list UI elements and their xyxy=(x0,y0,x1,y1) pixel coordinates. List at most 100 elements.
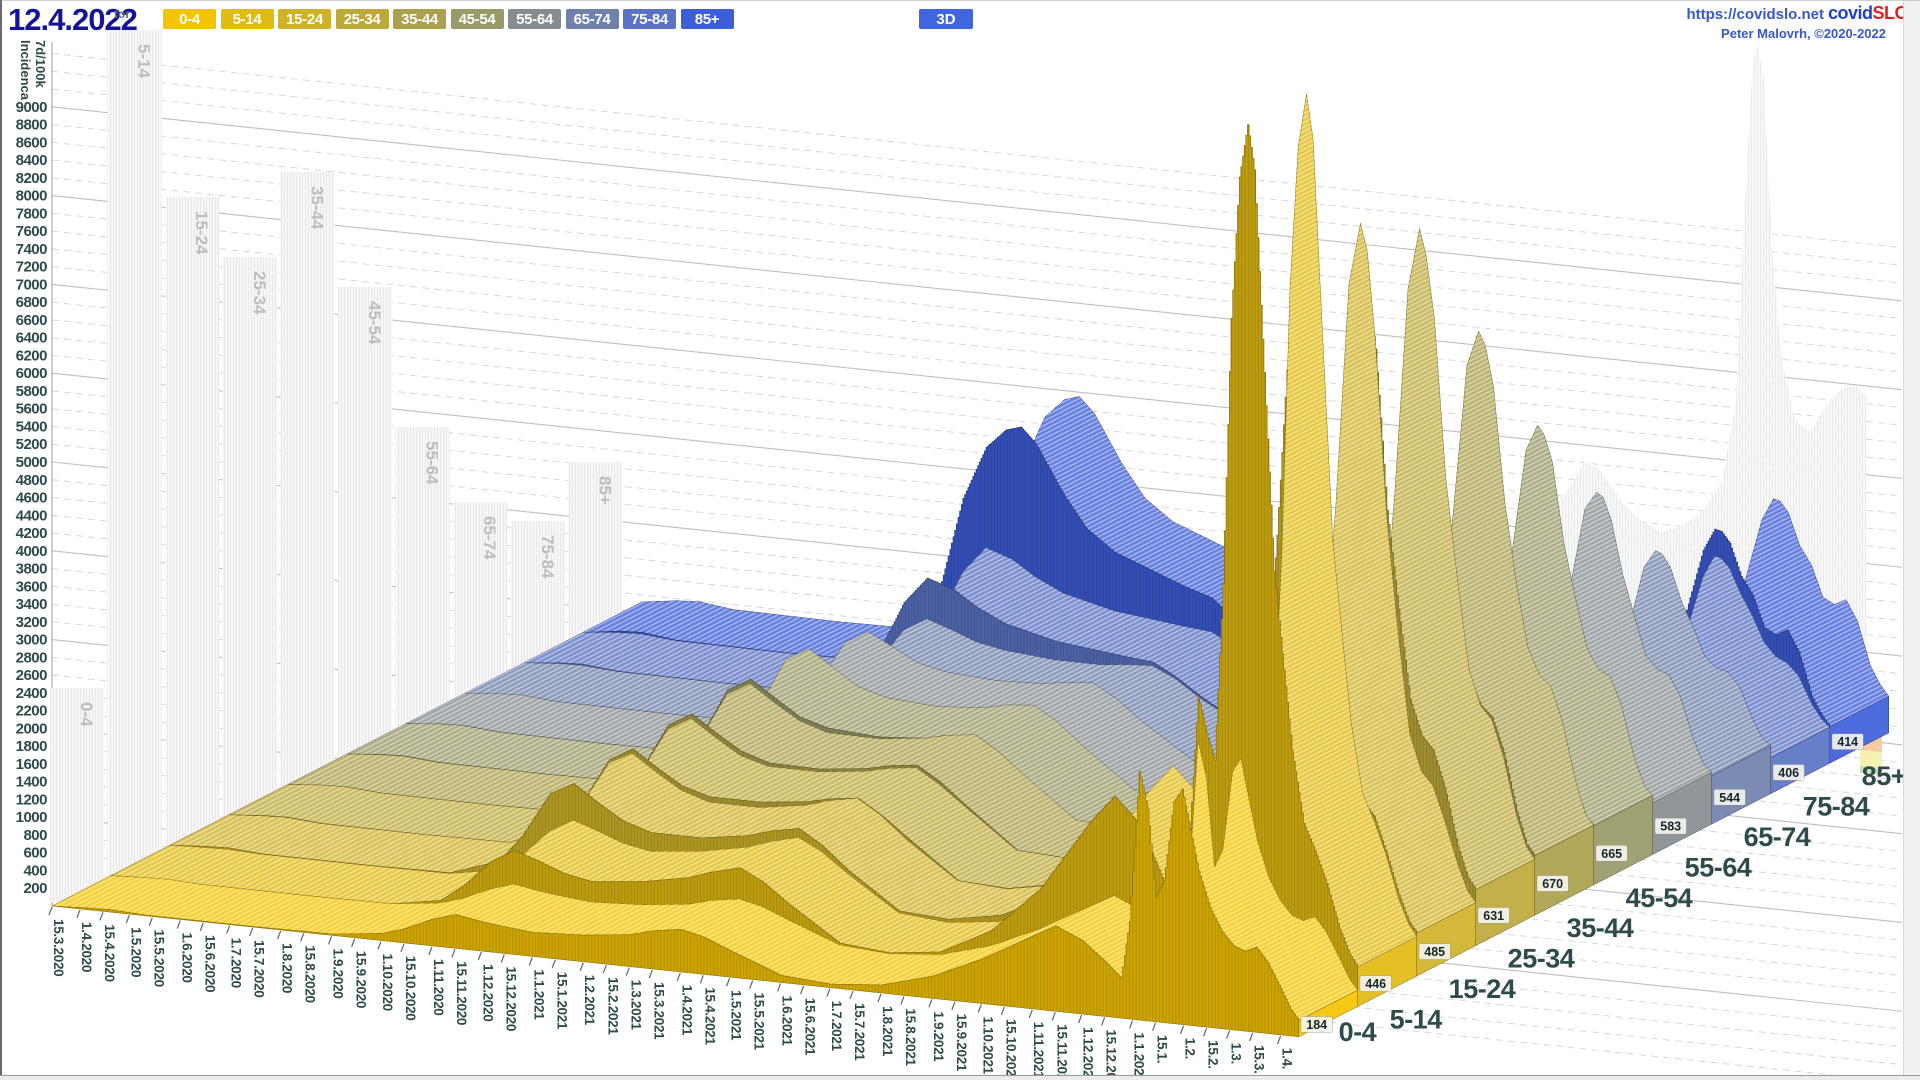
x-date-label: 1.3.2021 xyxy=(628,980,643,1031)
series-label-75-84: 75-84 xyxy=(1803,792,1870,822)
svg-text:7600: 7600 xyxy=(16,223,48,240)
x-date-label: 15.8.2021 xyxy=(903,1008,918,1066)
svg-text:5600: 5600 xyxy=(16,401,48,418)
svg-text:670: 670 xyxy=(1542,877,1563,891)
series-label-0-4: 0-4 xyxy=(1339,1017,1377,1047)
svg-text:3600: 3600 xyxy=(16,578,48,595)
end-value-badge xyxy=(1536,875,1569,892)
x-date-label: 1.8.2020 xyxy=(280,943,295,993)
x-date-label: 1.10.2021 xyxy=(980,1017,995,1075)
svg-text:5400: 5400 xyxy=(16,418,48,435)
svg-text:414: 414 xyxy=(1837,735,1858,749)
svg-text:7800: 7800 xyxy=(16,205,48,222)
svg-text:6400: 6400 xyxy=(16,330,48,347)
svg-text:7d/100k: 7d/100k xyxy=(33,40,48,88)
age-filter-75-84[interactable]: 75-84 xyxy=(623,9,676,29)
svg-text:583: 583 xyxy=(1660,820,1681,834)
svg-text:4600: 4600 xyxy=(16,490,48,507)
top-border xyxy=(0,0,1920,1)
age-filter-buttons: 0-4 5-14 15-24 25-34 35-44 45-54 55-64 65-74 75-… xyxy=(163,9,734,29)
x-date-label: 1.5.2021 xyxy=(729,990,744,1041)
x-date-label: 15.12.2021 xyxy=(1104,1029,1119,1080)
x-date-label: 15.8.2020 xyxy=(303,945,318,1002)
x-date-label: 1.1.2021 xyxy=(531,969,546,1020)
series-label-85+: 85+ xyxy=(1862,761,1906,791)
svg-text:2000: 2000 xyxy=(16,720,48,737)
x-date-label: 1.9.2020 xyxy=(331,948,346,998)
x-date-label: 15.3. xyxy=(1252,1045,1267,1074)
age-filter-25-34[interactable]: 25-34 xyxy=(335,9,389,29)
svg-text:2400: 2400 xyxy=(16,685,48,702)
svg-text:8400: 8400 xyxy=(16,152,48,169)
svg-text:Incidenca: Incidenca xyxy=(18,40,33,101)
end-value-badge xyxy=(1300,1016,1333,1033)
series-label-15-24: 15-24 xyxy=(1449,974,1516,1004)
svg-text:631: 631 xyxy=(1483,909,1504,923)
vertical-scrollbar-track[interactable] xyxy=(1903,1,1920,1075)
x-date-label: 1.4.2021 xyxy=(679,985,694,1036)
end-value-badge xyxy=(1831,733,1864,750)
svg-text:2200: 2200 xyxy=(16,703,48,720)
age-filter-35-44[interactable]: 35-44 xyxy=(393,9,446,29)
svg-text:200: 200 xyxy=(23,880,47,897)
x-date-label: 15.10.2020 xyxy=(403,956,418,1021)
age-filter-5-14[interactable]: 5-14 xyxy=(220,9,274,29)
x-date-label: 15.3.2020 xyxy=(51,919,66,976)
horizontal-scrollbar-track[interactable] xyxy=(0,1076,1920,1080)
end-value-badge xyxy=(1359,975,1392,992)
age-filter-55-64[interactable]: 55-64 xyxy=(508,9,561,29)
x-date-label: 1.5.2020 xyxy=(128,927,143,977)
site-url-link[interactable]: https://covidslo.net xyxy=(1686,6,1824,23)
end-value-badge xyxy=(1654,817,1687,835)
series-label-25-34: 25-34 xyxy=(1508,944,1575,974)
x-date-label: 1.7.2020 xyxy=(229,938,244,988)
x-date-label: 1.10.2020 xyxy=(380,954,395,1011)
svg-text:600: 600 xyxy=(23,845,47,862)
x-date-label: 15.5.2020 xyxy=(151,930,166,987)
svg-text:406: 406 xyxy=(1778,766,1799,780)
svg-text:1800: 1800 xyxy=(16,738,48,755)
svg-text:9000: 9000 xyxy=(16,99,48,116)
covidslo-logo: covidSLO xyxy=(1828,3,1909,24)
x-date-label: 1.12.2021 xyxy=(1081,1027,1096,1080)
x-date-label: 15.4.2020 xyxy=(102,924,117,981)
x-date-label: 1.11.2020 xyxy=(431,959,446,1016)
x-date-label: 1.9.2021 xyxy=(931,1011,946,1062)
age-filter-45-54[interactable]: 45-54 xyxy=(450,9,504,29)
x-date-label: 15.4.2021 xyxy=(702,987,717,1045)
age-filter-0-4[interactable]: 0-4 xyxy=(163,9,216,29)
series-label-65-74: 65-74 xyxy=(1744,822,1811,852)
bottom-divider xyxy=(0,1075,1920,1076)
end-value-badge xyxy=(1477,907,1510,924)
x-date-label: 1.3. xyxy=(1229,1043,1244,1064)
end-value-badge xyxy=(1418,943,1451,960)
series-end-labels: 184 0-4 446 5-14 485 15-24 631 25-34 670 35-44 665… xyxy=(1300,733,1906,1047)
svg-text:8600: 8600 xyxy=(16,134,48,151)
mode-3d-button[interactable]: 3D xyxy=(919,9,973,29)
x-date-label: 1.6.2021 xyxy=(780,995,795,1046)
svg-text:8000: 8000 xyxy=(16,188,48,205)
svg-text:665: 665 xyxy=(1601,847,1622,861)
svg-text:4800: 4800 xyxy=(16,472,48,489)
x-date-label: 1.12.2020 xyxy=(480,964,495,1021)
svg-text:3800: 3800 xyxy=(16,561,48,578)
x-date-label: 15.10.2021 xyxy=(1003,1019,1018,1080)
x-date-label: 1.1.2022 xyxy=(1132,1032,1147,1080)
svg-text:400: 400 xyxy=(23,862,47,879)
svg-text:7000: 7000 xyxy=(16,276,48,293)
svg-text:544: 544 xyxy=(1719,791,1740,805)
end-value-badge xyxy=(1772,764,1805,781)
svg-text:485: 485 xyxy=(1424,945,1445,959)
current-date: 12.4.2022 xyxy=(8,2,138,37)
svg-text:8800: 8800 xyxy=(16,117,48,134)
x-date-label: 1.2.2021 xyxy=(582,975,597,1026)
x-date-label: 15.3.2021 xyxy=(651,982,666,1040)
age-filter-15-24[interactable]: 15-24 xyxy=(278,9,331,29)
left-border xyxy=(0,0,2,1075)
weekday-label: tor xyxy=(114,7,130,21)
age-filter-85+[interactable]: 85+ xyxy=(680,9,734,29)
x-date-label: 1.6.2020 xyxy=(179,932,194,982)
age-filter-65-74[interactable]: 65-74 xyxy=(565,9,619,29)
svg-text:2600: 2600 xyxy=(16,667,48,684)
